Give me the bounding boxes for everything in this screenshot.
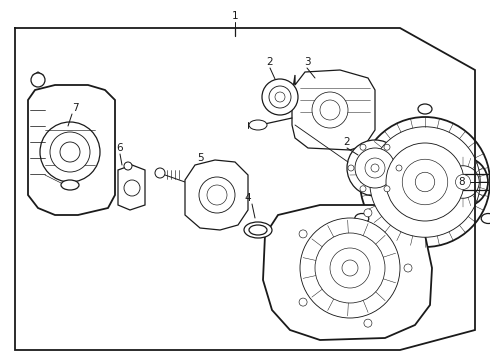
Circle shape xyxy=(330,248,370,288)
Circle shape xyxy=(299,230,307,238)
Circle shape xyxy=(342,260,358,276)
Circle shape xyxy=(360,117,490,247)
Circle shape xyxy=(447,166,479,198)
Text: 2: 2 xyxy=(267,57,273,67)
Circle shape xyxy=(299,298,307,306)
Circle shape xyxy=(456,175,470,189)
Polygon shape xyxy=(118,165,145,210)
Polygon shape xyxy=(185,160,248,230)
Circle shape xyxy=(386,143,464,221)
Polygon shape xyxy=(292,70,375,150)
Circle shape xyxy=(312,92,348,128)
Circle shape xyxy=(155,168,165,178)
Ellipse shape xyxy=(481,213,490,224)
Ellipse shape xyxy=(418,104,432,114)
Circle shape xyxy=(365,158,385,178)
Text: 8: 8 xyxy=(459,177,466,187)
Circle shape xyxy=(262,79,298,115)
Circle shape xyxy=(320,100,340,120)
Circle shape xyxy=(402,159,448,205)
Text: 3: 3 xyxy=(304,57,310,67)
Polygon shape xyxy=(28,85,115,215)
Text: 4: 4 xyxy=(245,193,251,203)
Circle shape xyxy=(396,165,402,171)
Circle shape xyxy=(31,73,45,87)
Text: 2: 2 xyxy=(343,137,350,147)
Text: 5: 5 xyxy=(196,153,203,163)
Polygon shape xyxy=(263,205,432,340)
Circle shape xyxy=(360,144,366,150)
Ellipse shape xyxy=(249,225,267,235)
Circle shape xyxy=(384,186,390,192)
Text: 7: 7 xyxy=(72,103,78,113)
Circle shape xyxy=(371,164,379,172)
Circle shape xyxy=(355,148,395,188)
Ellipse shape xyxy=(61,180,79,190)
Circle shape xyxy=(360,186,366,192)
Circle shape xyxy=(347,140,403,196)
Circle shape xyxy=(269,86,291,108)
Circle shape xyxy=(124,180,140,196)
Circle shape xyxy=(415,172,435,192)
Circle shape xyxy=(60,142,80,162)
Text: 1: 1 xyxy=(232,11,238,21)
Circle shape xyxy=(124,162,132,170)
Circle shape xyxy=(364,319,372,327)
Circle shape xyxy=(370,127,480,237)
Circle shape xyxy=(438,157,488,207)
Circle shape xyxy=(300,218,400,318)
Ellipse shape xyxy=(249,120,267,130)
Circle shape xyxy=(199,177,235,213)
Circle shape xyxy=(315,233,385,303)
Ellipse shape xyxy=(244,222,272,238)
Circle shape xyxy=(404,264,412,272)
Circle shape xyxy=(348,165,354,171)
Circle shape xyxy=(275,92,285,102)
Circle shape xyxy=(384,144,390,150)
Ellipse shape xyxy=(355,213,369,224)
Circle shape xyxy=(40,122,100,182)
Text: 6: 6 xyxy=(117,143,123,153)
Circle shape xyxy=(50,132,90,172)
Circle shape xyxy=(207,185,227,205)
Circle shape xyxy=(364,209,372,217)
